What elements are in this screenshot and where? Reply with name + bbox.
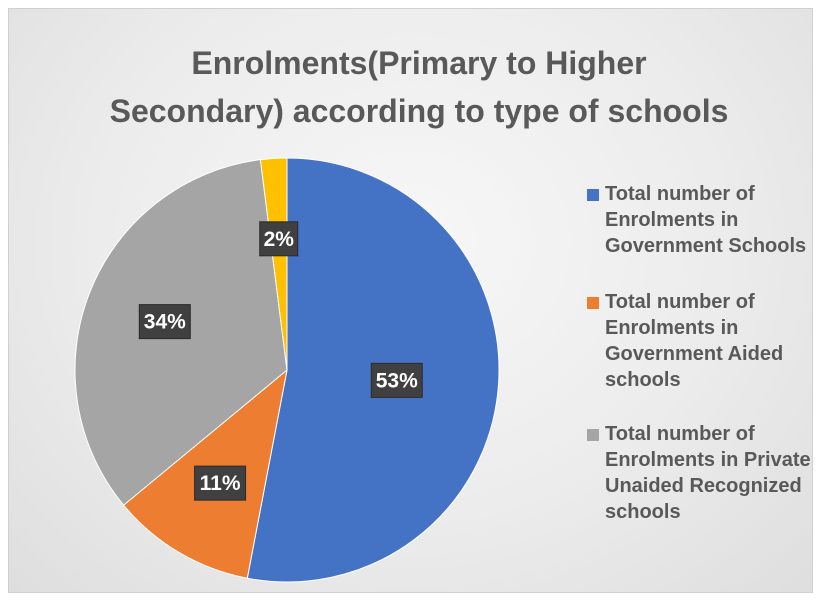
chart-legend: Total number of Enrolments in Government… (587, 181, 817, 553)
data-label-other: 2% (259, 221, 299, 257)
legend-swatch-government (587, 189, 599, 201)
data-label-text: 11% (200, 472, 241, 495)
data-label-text: 2% (264, 228, 295, 251)
legend-item-private-unaided: Total number of Enrolments in Private Un… (587, 421, 817, 525)
legend-label-line: Government Aided (605, 343, 784, 365)
chart-title-line-2: Secondary) according to type of schools (109, 93, 729, 129)
chart-title: Enrolments(Primary to Higher Secondary) … (69, 39, 769, 135)
legend-label-line: Total number of (605, 183, 755, 205)
legend-swatch-government-aided (587, 297, 599, 309)
legend-label-line: Total number of (605, 423, 755, 445)
legend-label-line: Total number of (605, 291, 755, 313)
legend-label-line: Enrolments in (605, 209, 739, 231)
data-label-text: 53% (376, 369, 418, 392)
data-label-government-aided: 11% (194, 465, 247, 501)
legend-label-line: schools (605, 369, 681, 391)
legend-label-line: schools (605, 501, 681, 523)
pie-slice-other (259, 157, 288, 371)
pie-chart: 53% 11% 34% 2% (74, 157, 500, 583)
legend-item-government: Total number of Enrolments in Government… (587, 181, 817, 259)
data-label-box (259, 221, 299, 257)
chart-area: Enrolments(Primary to Higher Secondary) … (8, 8, 813, 593)
data-label-box (370, 362, 423, 398)
legend-label-line: Government Schools (605, 235, 807, 257)
data-label-box (194, 465, 247, 501)
legend-swatch-private-unaided (587, 429, 599, 441)
chart-title-line-1: Enrolments(Primary to Higher (191, 45, 647, 81)
data-label-private-unaided: 34% (138, 304, 191, 340)
legend-label-line: Unaided Recognized (605, 475, 802, 497)
legend-item-government-aided: Total number of Enrolments in Government… (587, 289, 817, 393)
data-label-government: 53% (370, 362, 423, 398)
data-label-box (138, 304, 191, 340)
data-label-text: 34% (144, 311, 186, 334)
legend-label-line: Enrolments in (605, 317, 739, 339)
legend-label-line: Enrolments in Private (605, 449, 811, 471)
